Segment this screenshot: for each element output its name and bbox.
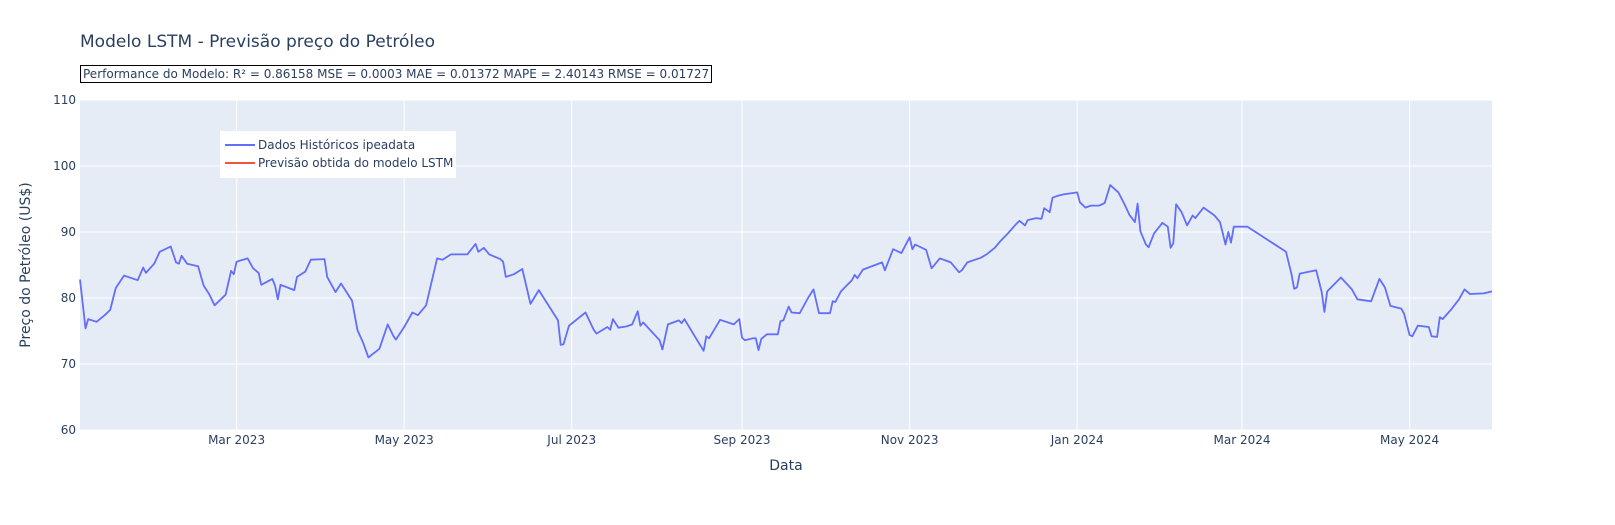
y-tick-label: 90 [61, 225, 76, 239]
y-tick-label: 70 [61, 357, 76, 371]
x-tick-label: May 2024 [1380, 433, 1439, 447]
y-tick-label: 80 [61, 291, 76, 305]
legend[interactable]: Dados Históricos ipeadata Previsão obtid… [220, 131, 456, 178]
x-tick-label: Mar 2024 [1214, 433, 1271, 447]
y-tick-label: 110 [53, 93, 76, 107]
x-tick-label: Sep 2023 [714, 433, 771, 447]
y-tick-label: 60 [61, 423, 76, 437]
x-tick-label: Nov 2023 [881, 433, 939, 447]
y-axis-ticks: 60 70 80 90 100 110 [53, 93, 76, 437]
x-tick-label: Jan 2024 [1050, 433, 1104, 447]
chart-title: Modelo LSTM - Previsão preço do Petróleo [80, 32, 435, 52]
y-tick-label: 100 [53, 159, 76, 173]
series-lines [79, 184, 1493, 359]
legend-label-historico[interactable]: Dados Históricos ipeadata [258, 138, 415, 152]
x-axis-ticks: Mar 2023 May 2023 Jul 2023 Sep 2023 Nov 2023… [208, 433, 1439, 447]
performance-annotation: Performance do Modelo: R² = 0.86158 MSE … [80, 65, 713, 83]
y-axis-title: Preço do Petróleo (US$) [18, 182, 34, 347]
legend-label-previsao[interactable]: Previsão obtida do modelo LSTM [258, 156, 453, 170]
x-tick-label: Mar 2023 [208, 433, 265, 447]
legend-box [220, 131, 456, 178]
x-tick-label: Jul 2023 [546, 433, 596, 447]
x-axis-title: Data [769, 458, 802, 474]
x-tick-label: May 2023 [375, 433, 434, 447]
series-line-0 [79, 184, 1493, 359]
